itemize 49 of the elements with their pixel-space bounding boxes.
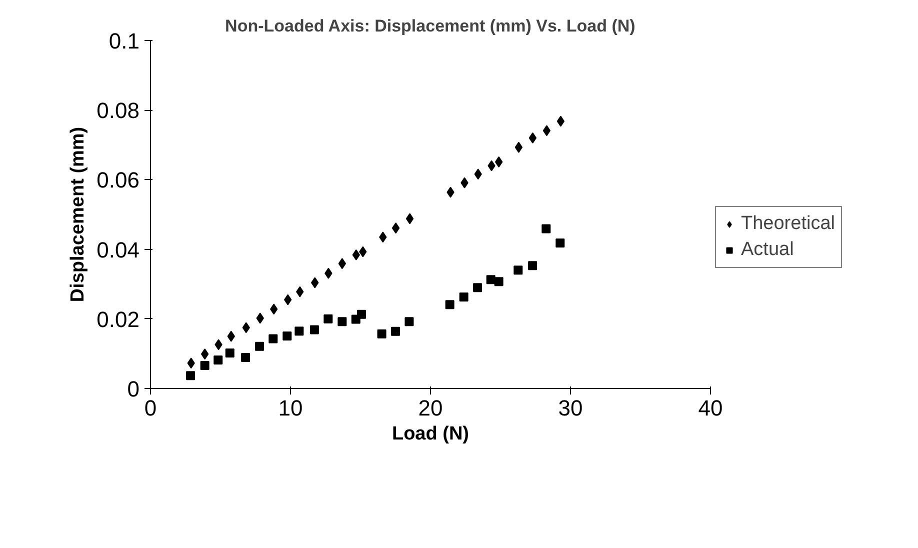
legend-label: Actual	[741, 239, 795, 261]
x-tick-label: 40	[698, 396, 723, 420]
point	[494, 277, 504, 286]
point	[214, 355, 223, 364]
point	[225, 348, 234, 358]
point	[406, 213, 414, 224]
y-tick-label: 0.04	[96, 237, 140, 262]
point	[556, 116, 565, 127]
point	[241, 353, 250, 362]
point	[542, 125, 551, 136]
y-tick-label: 0.08	[96, 98, 140, 124]
point	[556, 238, 565, 248]
point	[528, 132, 537, 144]
y-tick-label: 0.06	[96, 168, 140, 193]
point	[268, 334, 278, 344]
x-tick-label: 0	[144, 396, 157, 420]
y-tick-label: 0	[127, 376, 140, 402]
point	[404, 317, 414, 326]
x-tick-label: 30	[558, 396, 583, 420]
point	[392, 222, 400, 234]
point	[486, 275, 496, 284]
chart-title: Non-Loaded Axis: Displacement (mm) Vs. Load (N)	[225, 16, 636, 36]
point	[377, 329, 386, 338]
point	[282, 331, 292, 340]
legend-label: Theoretical	[741, 213, 835, 235]
x-axis-title: Load (N)	[392, 424, 470, 444]
point	[310, 325, 319, 334]
point	[445, 300, 454, 310]
y-tick-label: 0.1	[108, 28, 140, 54]
point	[473, 283, 482, 292]
point	[200, 348, 209, 360]
point	[514, 142, 523, 153]
point	[514, 266, 523, 275]
point	[255, 342, 264, 351]
point	[528, 261, 538, 270]
point	[294, 326, 304, 336]
point	[324, 314, 333, 324]
point	[459, 292, 468, 302]
point	[356, 310, 366, 319]
y-axis-title: Displacement (mm)	[68, 126, 89, 302]
y-tick-label: 0.02	[96, 306, 140, 332]
point	[200, 361, 210, 370]
point	[338, 317, 347, 326]
x-tick-label: 20	[418, 396, 443, 420]
point	[542, 224, 551, 234]
point	[186, 371, 196, 380]
point	[391, 326, 400, 336]
point	[494, 156, 503, 168]
x-tick-label: 10	[278, 396, 303, 420]
